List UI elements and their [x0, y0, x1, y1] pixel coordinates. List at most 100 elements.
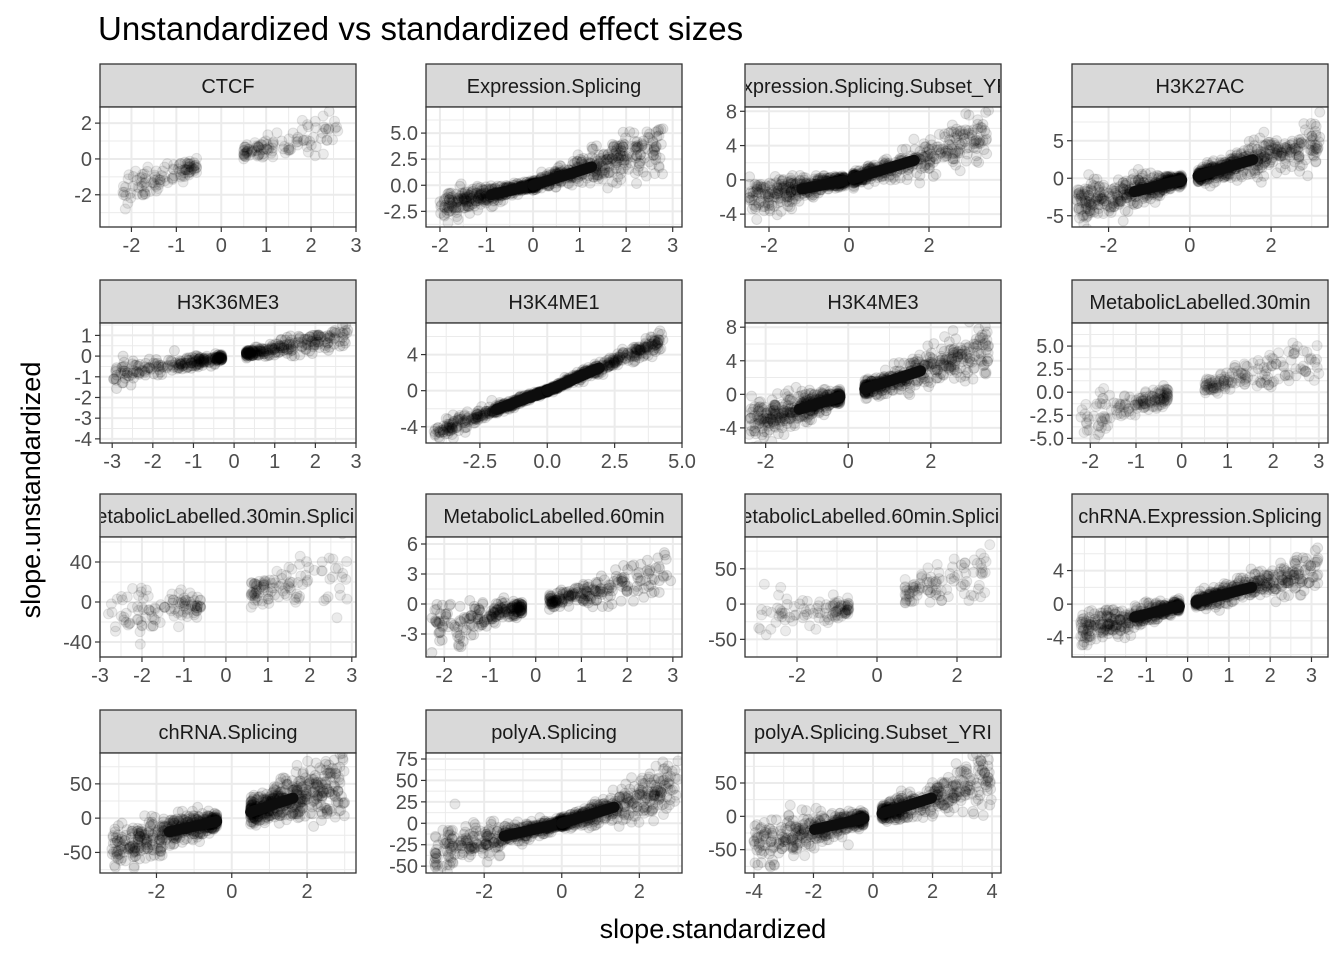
data-point: [753, 199, 765, 211]
data-point: [1094, 190, 1106, 202]
data-point: [618, 151, 630, 163]
data-point: [450, 204, 462, 216]
data-point: [439, 193, 451, 205]
data-point: [136, 171, 148, 183]
data-point: [471, 182, 483, 194]
data-point: [457, 195, 469, 207]
data-point: [782, 180, 794, 192]
data-point: [454, 180, 466, 192]
facet-strip-label: H3K27AC: [1156, 76, 1245, 98]
facet-strip-label: H3K4ME3: [827, 292, 918, 314]
data-point: [653, 161, 665, 173]
x-tick-label: 2: [310, 451, 321, 473]
data-point: [301, 141, 313, 153]
data-point: [470, 187, 482, 199]
data-point: [118, 186, 130, 198]
data-point: [751, 213, 763, 225]
data-point: [472, 192, 484, 204]
data-point: [618, 139, 630, 151]
data-point: [750, 203, 762, 215]
data-point: [296, 114, 308, 126]
data-point: [597, 154, 609, 166]
data-point: [150, 185, 162, 197]
data-point: [647, 146, 659, 158]
data-point: [752, 186, 764, 198]
data-point: [761, 426, 773, 438]
data-point: [629, 141, 641, 153]
data-point: [172, 163, 184, 175]
data-point: [451, 211, 463, 223]
data-point: [1128, 199, 1140, 211]
x-tick-label: 3: [667, 235, 678, 257]
data-point: [471, 187, 483, 199]
data-point: [612, 149, 624, 161]
data-point: [766, 178, 778, 190]
data-point: [637, 166, 649, 178]
data-point: [443, 200, 455, 212]
data-point: [1293, 134, 1305, 146]
data-point: [611, 150, 623, 162]
data-point: [238, 153, 250, 165]
data-point: [1299, 124, 1311, 136]
data-point: [630, 144, 642, 156]
data-point: [630, 140, 642, 152]
data-point: [472, 195, 484, 207]
data-point: [617, 150, 629, 162]
data-point: [188, 157, 200, 169]
data-point: [1109, 182, 1121, 194]
data-point: [599, 164, 611, 176]
data-point: [475, 185, 487, 197]
x-tick-label: 0: [216, 235, 227, 257]
data-point: [450, 188, 462, 200]
data-point: [184, 158, 196, 170]
data-point: [127, 180, 139, 192]
data-point: [258, 143, 270, 155]
y-tick-label: 4: [726, 136, 737, 158]
data-point: [337, 331, 349, 343]
data-point: [321, 134, 333, 146]
data-point: [179, 163, 191, 175]
data-point: [252, 149, 264, 161]
data-point: [914, 169, 926, 181]
data-point: [445, 187, 457, 199]
data-point: [632, 164, 644, 176]
data-point: [238, 148, 250, 160]
data-point: [445, 205, 457, 217]
data-point: [608, 139, 620, 151]
data-point: [981, 148, 993, 160]
data-point: [1310, 146, 1322, 158]
x-tick-label: 1: [574, 235, 585, 257]
data-point: [759, 188, 771, 200]
data-point: [183, 161, 195, 173]
data-point: [137, 189, 149, 201]
data-point: [252, 141, 264, 153]
data-point: [474, 181, 486, 193]
data-point: [448, 201, 460, 213]
data-point: [161, 158, 173, 170]
data-point: [651, 131, 663, 143]
data-point: [459, 186, 471, 198]
data-point: [475, 192, 487, 204]
data-point: [467, 185, 479, 197]
data-point: [241, 146, 253, 158]
data-point: [263, 142, 275, 154]
data-point: [435, 200, 447, 212]
data-point: [781, 191, 793, 203]
facet-strip: [99, 63, 357, 108]
data-point: [173, 166, 185, 178]
data-point: [138, 186, 150, 198]
data-point: [646, 158, 658, 170]
data-point: [438, 209, 450, 221]
panel-border: [425, 106, 683, 228]
data-point: [282, 144, 294, 156]
data-point: [623, 147, 635, 159]
data-point: [781, 191, 793, 203]
data-point: [595, 155, 607, 167]
data-point: [288, 350, 300, 362]
data-point: [125, 379, 137, 391]
data-point: [597, 160, 609, 172]
data-point: [438, 195, 450, 207]
data-point: [943, 336, 955, 348]
y-tick-label: -4: [74, 429, 92, 451]
